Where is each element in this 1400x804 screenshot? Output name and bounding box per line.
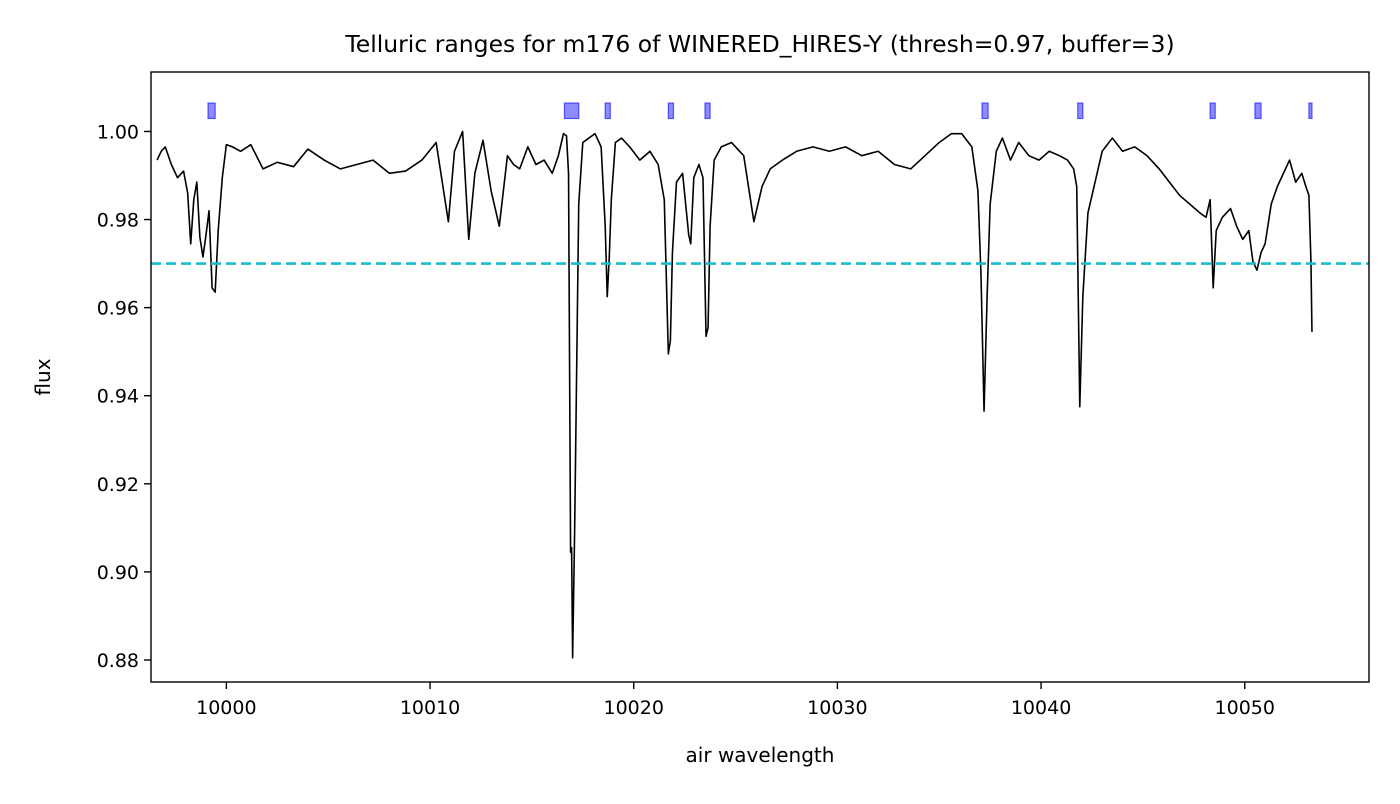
chart-title: Telluric ranges for m176 of WINERED_HIRE… (344, 30, 1174, 58)
telluric-range-7 (1077, 102, 1084, 120)
x-tick-label: 10000 (196, 697, 256, 719)
telluric-range-2 (563, 102, 580, 120)
y-axis-ticks: 0.88 0.90 0.92 0.94 0.96 0.98 1.00 (97, 121, 151, 672)
series-layer (156, 130, 1313, 659)
telluric-ranges (207, 102, 1313, 120)
telluric-range-9 (1254, 102, 1262, 120)
plot-frame (150, 71, 1370, 683)
x-tick-label: 10010 (400, 697, 460, 719)
x-tick-label: 10030 (807, 697, 867, 719)
telluric-range-3 (604, 102, 611, 120)
y-tick-label: 0.98 (97, 210, 139, 232)
y-tick-label: 1.00 (97, 121, 139, 143)
x-axis-ticks: 10000 10010 10020 10030 10040 10050 (196, 682, 1275, 719)
telluric-range-8 (1209, 102, 1216, 120)
x-tick-label: 10020 (603, 697, 663, 719)
y-tick-label: 0.90 (97, 562, 139, 584)
x-tick-label: 10050 (1215, 697, 1275, 719)
x-tick-label: 10040 (1011, 697, 1071, 719)
y-tick-label: 0.88 (97, 650, 139, 672)
y-axis-label: flux (31, 358, 55, 395)
telluric-range-5 (704, 102, 711, 120)
y-tick-label: 0.94 (97, 386, 139, 408)
y-tick-label: 0.96 (97, 298, 139, 320)
telluric-range-6 (981, 102, 989, 120)
telluric-range-10 (1308, 102, 1313, 120)
y-tick-label: 0.92 (97, 474, 139, 496)
telluric-range-1 (207, 102, 216, 120)
flux-line-1 (156, 130, 1313, 659)
x-axis-label: air wavelength (686, 743, 835, 767)
telluric-range-4 (667, 102, 675, 120)
